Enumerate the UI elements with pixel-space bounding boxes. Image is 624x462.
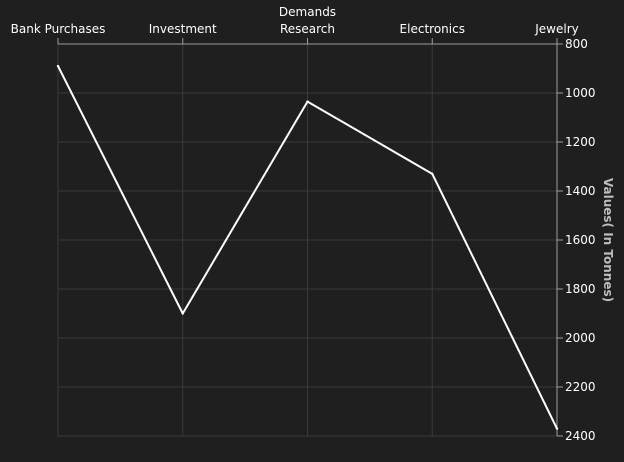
data-point <box>555 427 559 430</box>
y-axis-labels: 800 1000 1200 1400 1600 1800 2000 2200 2400 <box>565 37 596 443</box>
x-tick-label: Electronics <box>400 22 465 36</box>
series-group <box>56 64 559 430</box>
y-tick-label: 800 <box>565 37 588 51</box>
x-axis-labels: Bank Purchases Investment Demands Research E… <box>11 5 579 36</box>
y-tick-label: 2000 <box>565 331 596 345</box>
x-tick-label: Demands <box>279 5 336 19</box>
data-point <box>181 312 184 315</box>
y-tick-label: 2400 <box>565 429 596 443</box>
y-axis-title: Values( In Tonnes) <box>601 178 615 302</box>
x-tick-label: Investment <box>149 22 217 36</box>
y-tick-label: 1800 <box>565 282 596 296</box>
y-tick-label: 1000 <box>565 86 596 100</box>
y-tick-label: 1600 <box>565 233 596 247</box>
x-tick-label: Research <box>280 22 335 36</box>
y-tick-label: 1400 <box>565 184 596 198</box>
y-tick-label: 2200 <box>565 380 596 394</box>
data-point <box>56 64 60 68</box>
chart-axes <box>57 38 563 437</box>
x-tick-label: Bank Purchases <box>11 22 106 36</box>
data-point <box>431 172 434 176</box>
x-tick-label: Jewelry <box>534 22 579 36</box>
y-tick-label: 1200 <box>565 135 596 149</box>
data-point <box>306 100 309 103</box>
